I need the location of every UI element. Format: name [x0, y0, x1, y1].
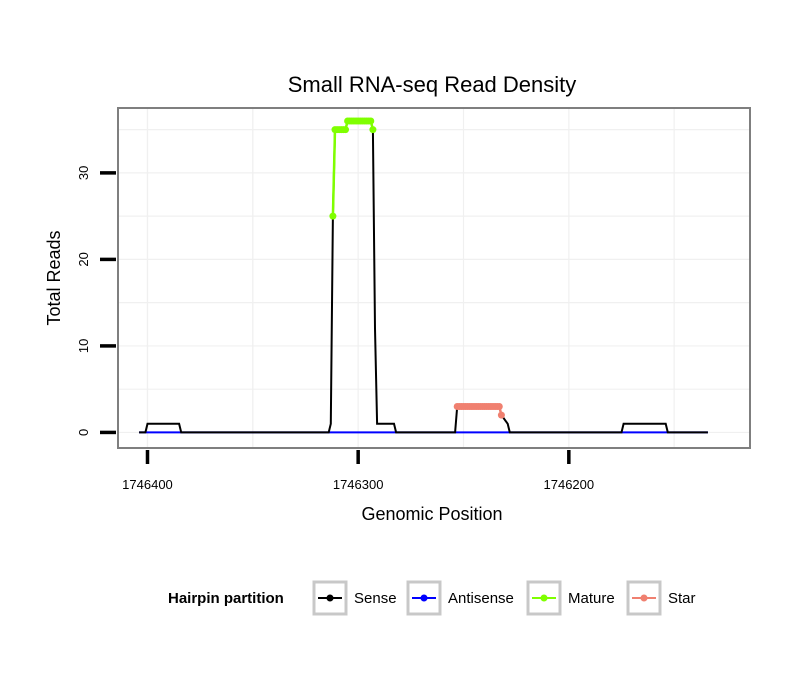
legend-label-sense: Sense [354, 590, 397, 607]
y-tick-label: 30 [76, 166, 91, 180]
star-point [497, 411, 505, 419]
x-axis-title: Genomic Position [361, 504, 502, 524]
grid [118, 108, 750, 448]
legend-label-mature: Mature [568, 590, 615, 607]
x-tick-label: 1746200 [544, 477, 595, 492]
star-point [495, 403, 503, 410]
y-tick-label: 20 [76, 252, 91, 266]
legend-label-antisense: Antisense [448, 590, 514, 607]
legend-dot-antisense [420, 594, 428, 602]
x-tick-label: 1746300 [333, 477, 384, 492]
x-axis: 1746400 1746300 1746200 [122, 450, 594, 492]
y-axis-title: Total Reads [44, 230, 64, 325]
chart-title: Small RNA-seq Read Density [288, 72, 577, 97]
y-tick-label: 0 [76, 429, 91, 436]
series-layer [139, 117, 708, 434]
mature-point [369, 126, 377, 134]
mature-point [329, 212, 337, 220]
y-axis: 0 10 20 30 [76, 166, 116, 436]
x-tick-label: 1746400 [122, 477, 173, 492]
plot-border [117, 107, 751, 449]
legend-label-star: Star [668, 590, 696, 607]
mature-point [367, 117, 375, 125]
legend: Hairpin partition Sense Antisense Mature St… [168, 580, 696, 616]
plot-background [118, 108, 750, 448]
legend-title: Hairpin partition [168, 590, 284, 607]
legend-dot-star [640, 594, 648, 602]
mature-point [342, 126, 349, 134]
y-tick-label: 10 [76, 339, 91, 353]
plot-area [117, 107, 751, 449]
sense-line [139, 120, 708, 434]
legend-dot-mature [540, 594, 548, 602]
legend-dot-sense [326, 594, 334, 602]
legend-items: Sense Antisense Mature Star [312, 580, 696, 616]
